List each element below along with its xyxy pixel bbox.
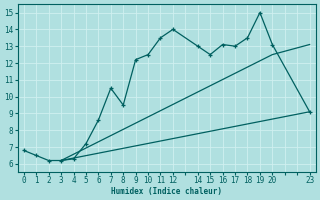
X-axis label: Humidex (Indice chaleur): Humidex (Indice chaleur) <box>111 187 222 196</box>
